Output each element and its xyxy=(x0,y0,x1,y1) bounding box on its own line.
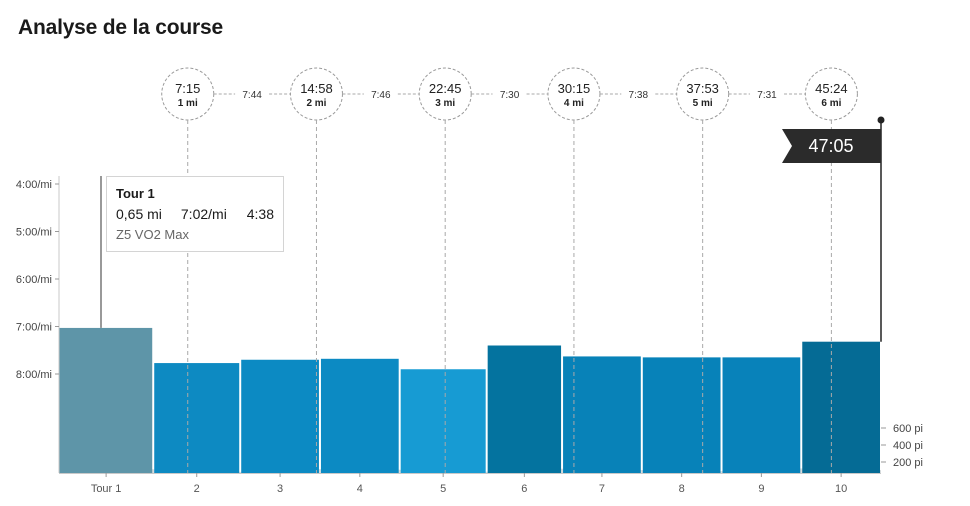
lap-bar xyxy=(487,345,562,473)
x-tick-label: 5 xyxy=(440,483,446,495)
mile-marker-time: 22:45 xyxy=(429,81,462,96)
x-tick-label: Tour 1 xyxy=(91,483,122,495)
mile-marker-distance: 1 mi xyxy=(178,98,198,109)
tooltip-title: Tour 1 xyxy=(116,186,155,201)
pace-tick-label: 6:00/mi xyxy=(16,274,52,286)
lap-bar xyxy=(722,357,801,473)
x-tick-label: 8 xyxy=(679,483,685,495)
mile-marker-time: 37:53 xyxy=(686,81,719,96)
mile-marker-time: 14:58 xyxy=(300,81,333,96)
mile-marker-time: 30:15 xyxy=(558,81,591,96)
lap-bar xyxy=(400,369,486,473)
lap-bar xyxy=(802,341,880,473)
x-tick-label: 4 xyxy=(357,483,363,495)
mile-marker-distance: 6 mi xyxy=(821,98,841,109)
x-tick-label: 3 xyxy=(277,483,283,495)
split-pace-label: 7:30 xyxy=(500,90,520,101)
lap-bar xyxy=(563,356,641,473)
tooltip-zone: Z5 VO2 Max xyxy=(116,227,189,242)
tooltip-time: 4:38 xyxy=(246,206,274,222)
lap-bar xyxy=(59,327,153,473)
x-tick-label: 2 xyxy=(194,483,200,495)
x-tick-label: 6 xyxy=(521,483,527,495)
pace-tick-label: 4:00/mi xyxy=(16,179,52,191)
mile-marker-distance: 2 mi xyxy=(306,98,326,109)
split-pace-label: 7:46 xyxy=(371,90,391,101)
mile-marker-time: 7:15 xyxy=(175,81,200,96)
lap-tooltip: Tour 1 0,65 mi 7:02/mi 4:38 Z5 VO2 Max xyxy=(106,176,284,252)
split-pace-label: 7:38 xyxy=(629,90,649,101)
lap-bar xyxy=(154,363,240,473)
mile-marker-distance: 4 mi xyxy=(564,98,584,109)
tooltip-distance: 0,65 mi xyxy=(116,206,162,222)
lap-bar xyxy=(241,359,319,473)
pace-tick-label: 5:00/mi xyxy=(16,227,52,239)
split-pace-label: 7:44 xyxy=(242,90,262,101)
tooltip-stats: 0,65 mi 7:02/mi 4:38 xyxy=(116,206,274,222)
x-tick-label: 7 xyxy=(599,483,605,495)
elevation-tick-label: 200 pi xyxy=(893,457,923,469)
lap-bar xyxy=(320,358,399,473)
elevation-tick-label: 400 pi xyxy=(893,440,923,452)
finish-time: 47:05 xyxy=(808,136,853,156)
split-pace-label: 7:31 xyxy=(757,90,777,101)
pace-tick-label: 8:00/mi xyxy=(16,369,52,381)
lap-bar xyxy=(642,357,721,473)
mile-marker-time: 45:24 xyxy=(815,81,848,96)
finish-flag xyxy=(782,129,881,163)
pace-tick-label: 7:00/mi xyxy=(16,322,52,334)
mile-marker-distance: 3 mi xyxy=(435,98,455,109)
x-tick-label: 9 xyxy=(758,483,764,495)
elevation-tick-label: 600 pi xyxy=(893,423,923,435)
mile-marker-distance: 5 mi xyxy=(693,98,713,109)
page-title: Analyse de la course xyxy=(18,16,223,39)
finish-dot xyxy=(877,116,885,124)
tooltip-pace: 7:02/mi xyxy=(180,206,227,222)
x-tick-label: 10 xyxy=(835,483,847,495)
